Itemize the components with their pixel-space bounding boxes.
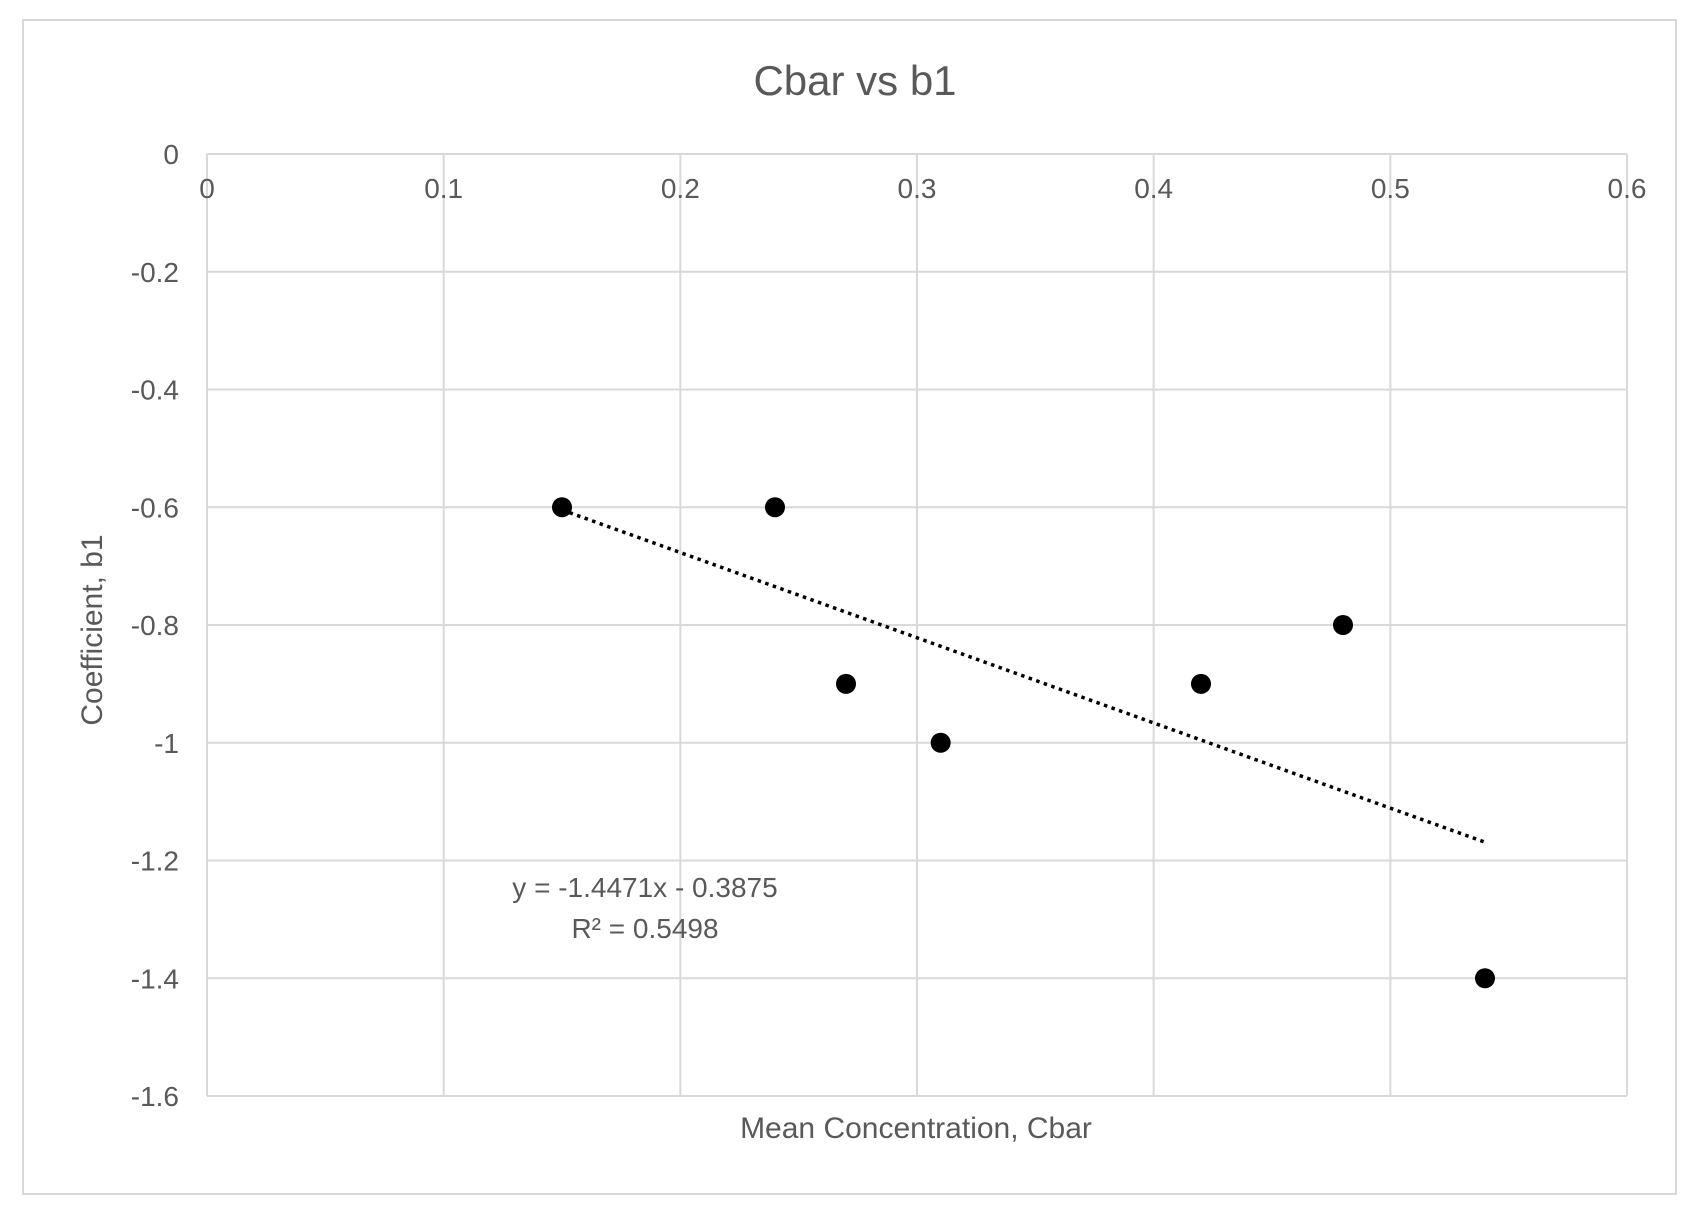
x-tick-label: 0 xyxy=(199,173,215,204)
y-tick-label: -1.2 xyxy=(131,846,179,877)
y-tick-label: -0.8 xyxy=(131,610,179,641)
y-axis-tick-labels: 0 -0.2 -0.4 -0.6 -0.8 -1 -1.2 -1.4 -1.6 xyxy=(131,139,179,1112)
y-tick-label: -1.6 xyxy=(131,1081,179,1112)
data-points xyxy=(552,497,1495,989)
x-tick-label: 0.6 xyxy=(1608,173,1647,204)
x-tick-label: 0.5 xyxy=(1371,173,1410,204)
data-point xyxy=(930,732,951,753)
gridlines xyxy=(206,153,1628,1097)
x-axis-tick-labels: 0 0.1 0.2 0.3 0.4 0.5 0.6 xyxy=(199,173,1646,204)
trendline xyxy=(561,508,1486,844)
data-point xyxy=(1333,615,1353,635)
y-tick-label: 0 xyxy=(163,139,179,170)
x-tick-label: 0.1 xyxy=(424,173,463,204)
data-point xyxy=(836,673,856,694)
data-point xyxy=(765,497,785,518)
x-tick-label: 0.4 xyxy=(1134,173,1173,204)
y-tick-label: -0.2 xyxy=(131,257,179,288)
chart-title: Cbar vs b1 xyxy=(753,57,956,104)
x-tick-label: 0.3 xyxy=(898,173,937,204)
data-point xyxy=(552,497,572,518)
trendline-r-squared: R² = 0.5498 xyxy=(571,913,718,944)
y-tick-label: -1.4 xyxy=(131,963,179,994)
trendline-group xyxy=(561,508,1486,844)
y-axis-title: Coefficient, b1 xyxy=(76,534,109,725)
chart-frame xyxy=(22,19,1677,1195)
y-tick-label: -0.6 xyxy=(131,492,179,523)
trendline-equation: y = -1.4471x - 0.3875 xyxy=(512,872,777,903)
data-point xyxy=(1191,673,1211,694)
x-tick-label: 0.2 xyxy=(661,173,700,204)
data-point xyxy=(1475,968,1495,989)
x-axis-title: Mean Concentration, Cbar xyxy=(740,1112,1092,1145)
y-tick-label: -1 xyxy=(154,728,179,759)
y-tick-label: -0.4 xyxy=(131,375,179,406)
